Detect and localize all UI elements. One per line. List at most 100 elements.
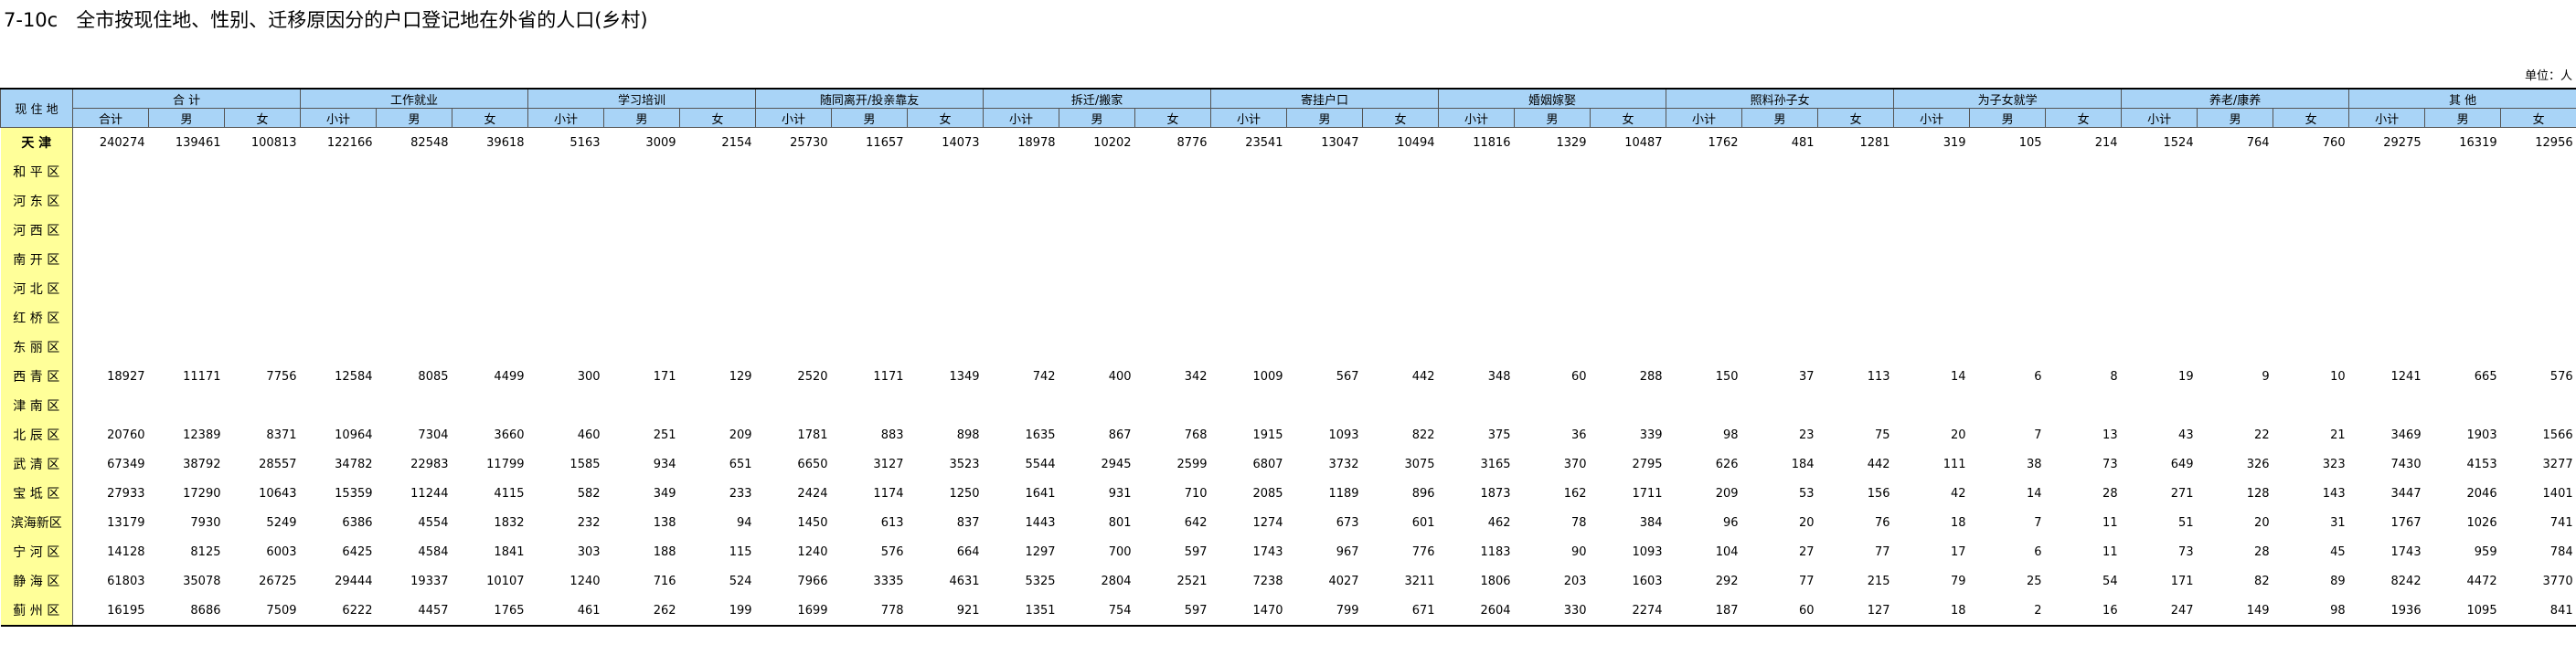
- cell: 78: [1571, 515, 1587, 530]
- cell: 14: [1951, 369, 1966, 384]
- empty-cell: [1970, 216, 2046, 245]
- empty-cell: [1059, 391, 1135, 420]
- empty-cell: [2273, 391, 2349, 420]
- cell: 28: [2254, 544, 2270, 559]
- cell: 262: [653, 603, 676, 618]
- empty-cell: [1363, 303, 1439, 333]
- sub-header: 合计: [72, 108, 149, 128]
- empty-cell: [984, 274, 1059, 303]
- empty-cell: [2425, 157, 2501, 186]
- empty-cell: [73, 274, 149, 303]
- empty-cell: [908, 245, 984, 274]
- empty-cell: [2122, 157, 2198, 186]
- empty-cell: [149, 216, 225, 245]
- empty-cell: [1135, 157, 1211, 186]
- cell: 115: [729, 544, 752, 559]
- cell: 1095: [2466, 603, 2497, 618]
- empty-cell: [2349, 245, 2425, 274]
- table-row: 天 津 240274 139461 100813 122166 82548 39618 516…: [0, 127, 2576, 157]
- row-name: 河 西 区: [0, 216, 73, 245]
- cell: 29275: [2383, 135, 2422, 150]
- cell: 39618: [486, 135, 525, 150]
- empty-cell: [377, 274, 452, 303]
- cell: 27: [1799, 544, 1815, 559]
- empty-cell: [528, 303, 604, 333]
- empty-cell: [1894, 157, 1970, 186]
- empty-cell: [1515, 274, 1591, 303]
- empty-cell: [1894, 391, 1970, 420]
- empty-cell: [2349, 216, 2425, 245]
- cell: 4027: [1328, 574, 1359, 588]
- cell: 1585: [569, 457, 601, 471]
- cell: 349: [653, 486, 676, 501]
- cell: 7756: [266, 369, 297, 384]
- empty-cell: [1515, 333, 1591, 362]
- cell: 150: [1715, 369, 1739, 384]
- empty-cell: [2046, 333, 2122, 362]
- cell: 16319: [2459, 135, 2497, 150]
- empty-cell: [832, 186, 908, 216]
- cell: 883: [880, 428, 904, 442]
- cell: 1470: [1252, 603, 1283, 618]
- cell: 1635: [1025, 428, 1056, 442]
- cell: 339: [1639, 428, 1663, 442]
- empty-cell: [604, 245, 680, 274]
- sub-header: 女: [1134, 108, 1212, 128]
- cell: 82: [2254, 574, 2270, 588]
- empty-cell: [1363, 157, 1439, 186]
- cell: 3127: [873, 457, 904, 471]
- cell: 4499: [494, 369, 525, 384]
- empty-cell: [301, 303, 377, 333]
- empty-cell: [1666, 186, 1742, 216]
- empty-cell: [1059, 303, 1135, 333]
- empty-cell: [452, 303, 528, 333]
- cell: 111: [1943, 457, 1966, 471]
- cell: 319: [1943, 135, 1966, 150]
- corner-header: 现 住 地: [0, 88, 73, 128]
- cell: 1566: [2542, 428, 2573, 442]
- empty-cell: [2425, 333, 2501, 362]
- empty-cell: [2501, 186, 2576, 216]
- cell: 967: [1336, 544, 1359, 559]
- cell: 11244: [410, 486, 449, 501]
- empty-cell: [1515, 391, 1591, 420]
- empty-cell: [1894, 245, 1970, 274]
- empty-cell: [756, 216, 832, 245]
- table-row: 津 南 区: [0, 391, 2576, 420]
- empty-cell: [1666, 216, 1742, 245]
- empty-cell: [1135, 245, 1211, 274]
- cell: 3277: [2542, 457, 2573, 471]
- cell: 1093: [1328, 428, 1359, 442]
- empty-cell: [1363, 333, 1439, 362]
- cell: 700: [1108, 544, 1132, 559]
- empty-cell: [908, 391, 984, 420]
- cell: 1241: [2390, 369, 2422, 384]
- cell: 10107: [486, 574, 525, 588]
- cell: 12389: [183, 428, 221, 442]
- cell: 18978: [1017, 135, 1056, 150]
- empty-cell: [2425, 216, 2501, 245]
- sub-header: 女: [452, 108, 529, 128]
- group-header: 照料孙子女: [1666, 88, 1895, 109]
- empty-cell: [680, 157, 756, 186]
- cell: 43: [2178, 428, 2194, 442]
- cell: 837: [956, 515, 980, 530]
- empty-cell: [301, 274, 377, 303]
- table-row: 宝 坻 区 27933 17290 10643 15359 11244 4115 582 349…: [0, 479, 2576, 508]
- empty-cell: [2349, 274, 2425, 303]
- cell: 5163: [569, 135, 601, 150]
- empty-cell: [832, 333, 908, 362]
- subheader-row: 合计男女小计男女小计男女小计男女小计男女小计男女小计男女小计男女小计男女小计男女…: [1, 108, 2576, 128]
- cell: 2599: [1176, 457, 1208, 471]
- cell: 75: [1875, 428, 1890, 442]
- cell: 11171: [183, 369, 221, 384]
- empty-cell: [1363, 186, 1439, 216]
- empty-cell: [1818, 333, 1894, 362]
- cell: 375: [1487, 428, 1511, 442]
- cell: 76: [1875, 515, 1890, 530]
- empty-cell: [908, 186, 984, 216]
- cell: 8242: [2390, 574, 2422, 588]
- empty-cell: [604, 216, 680, 245]
- empty-cell: [2273, 216, 2349, 245]
- cell: 162: [1563, 486, 1587, 501]
